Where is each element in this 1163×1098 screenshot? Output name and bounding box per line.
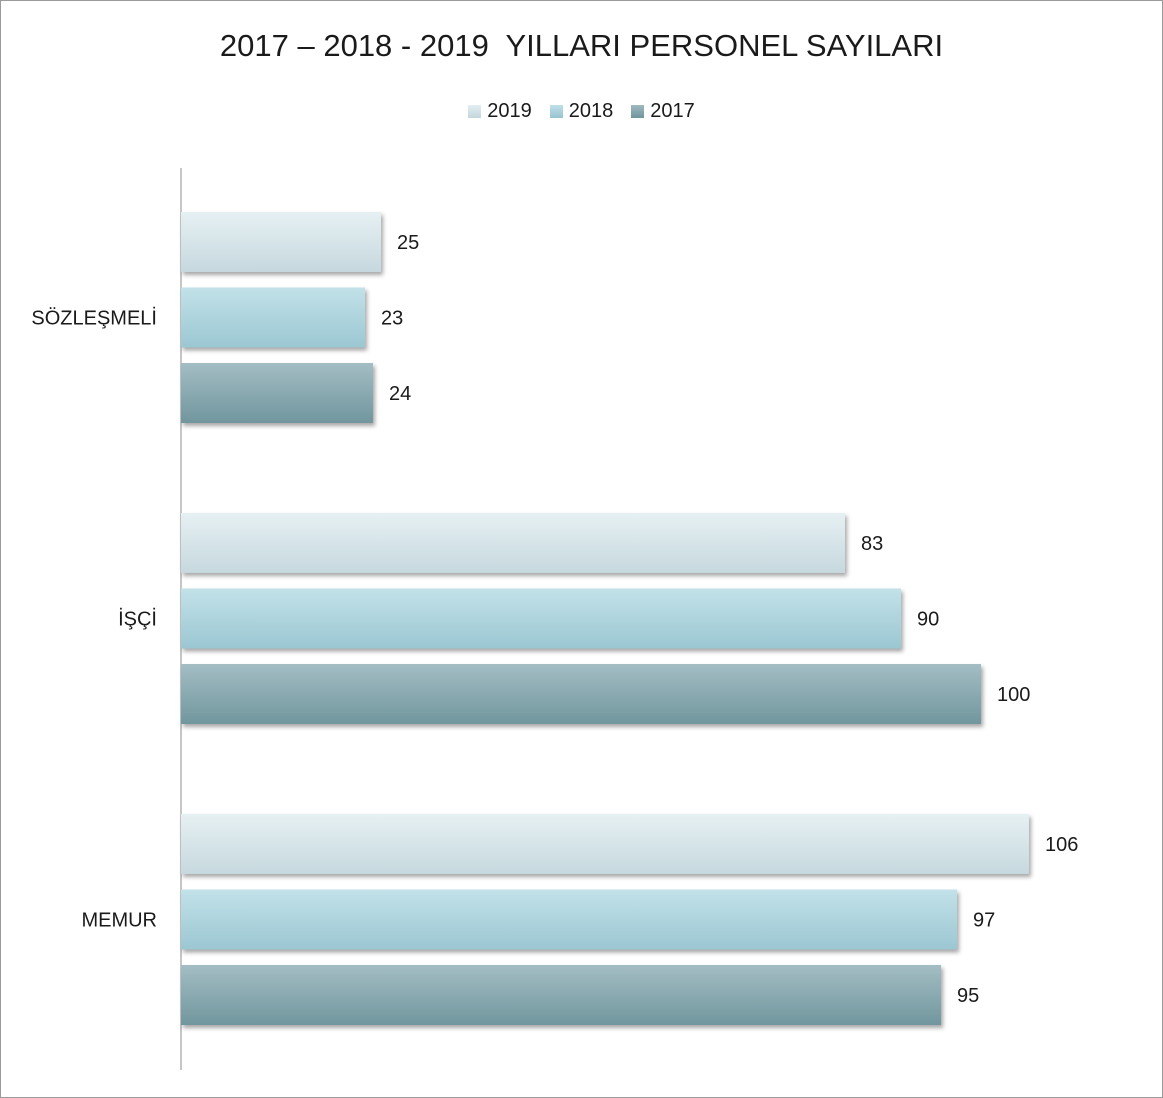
category-label: MEMUR	[81, 910, 157, 932]
data-label: 24	[389, 383, 411, 405]
bars-layer: SÖZLEŞMELİ 25 23 24 İŞÇİ 83 90 100 MEMUR 106 97 95	[31, 212, 1078, 1025]
legend-label-2019: 2019	[487, 100, 532, 122]
legend-item-2019: 2019	[468, 100, 532, 123]
data-label: 23	[381, 308, 403, 330]
data-label: 83	[861, 533, 883, 555]
data-label: 25	[397, 232, 419, 254]
legend: 2019 2018 2017	[0, 100, 1163, 123]
bar-2019	[181, 212, 381, 272]
bar-2017	[181, 363, 373, 423]
data-label: 90	[917, 609, 939, 631]
data-label: 97	[973, 910, 995, 932]
bar-2018	[181, 287, 365, 348]
bar-2018	[181, 889, 957, 950]
legend-label-2018: 2018	[568, 100, 614, 122]
bar-2017	[181, 664, 981, 724]
legend-swatch-2018	[549, 105, 563, 118]
data-label: 95	[957, 985, 979, 1007]
chart-title: 2017 – 2018 - 2019 YILLARI PERSONEL SAYI…	[219, 28, 944, 63]
bar-2017	[181, 965, 941, 1025]
legend-label-2017: 2017	[650, 100, 695, 122]
bar-2018	[181, 588, 901, 649]
legend-item-2018: 2018	[549, 100, 614, 123]
bar-2019	[181, 513, 845, 573]
data-label: 100	[997, 684, 1030, 706]
category-label: SÖZLEŞMELİ	[31, 307, 157, 330]
legend-swatch-2019	[468, 105, 482, 118]
legend-item-2017: 2017	[631, 100, 695, 123]
bar-2019	[181, 814, 1029, 874]
category-label: İŞÇİ	[118, 608, 157, 631]
data-label: 106	[1045, 834, 1078, 856]
legend-swatch-2017	[631, 105, 645, 118]
